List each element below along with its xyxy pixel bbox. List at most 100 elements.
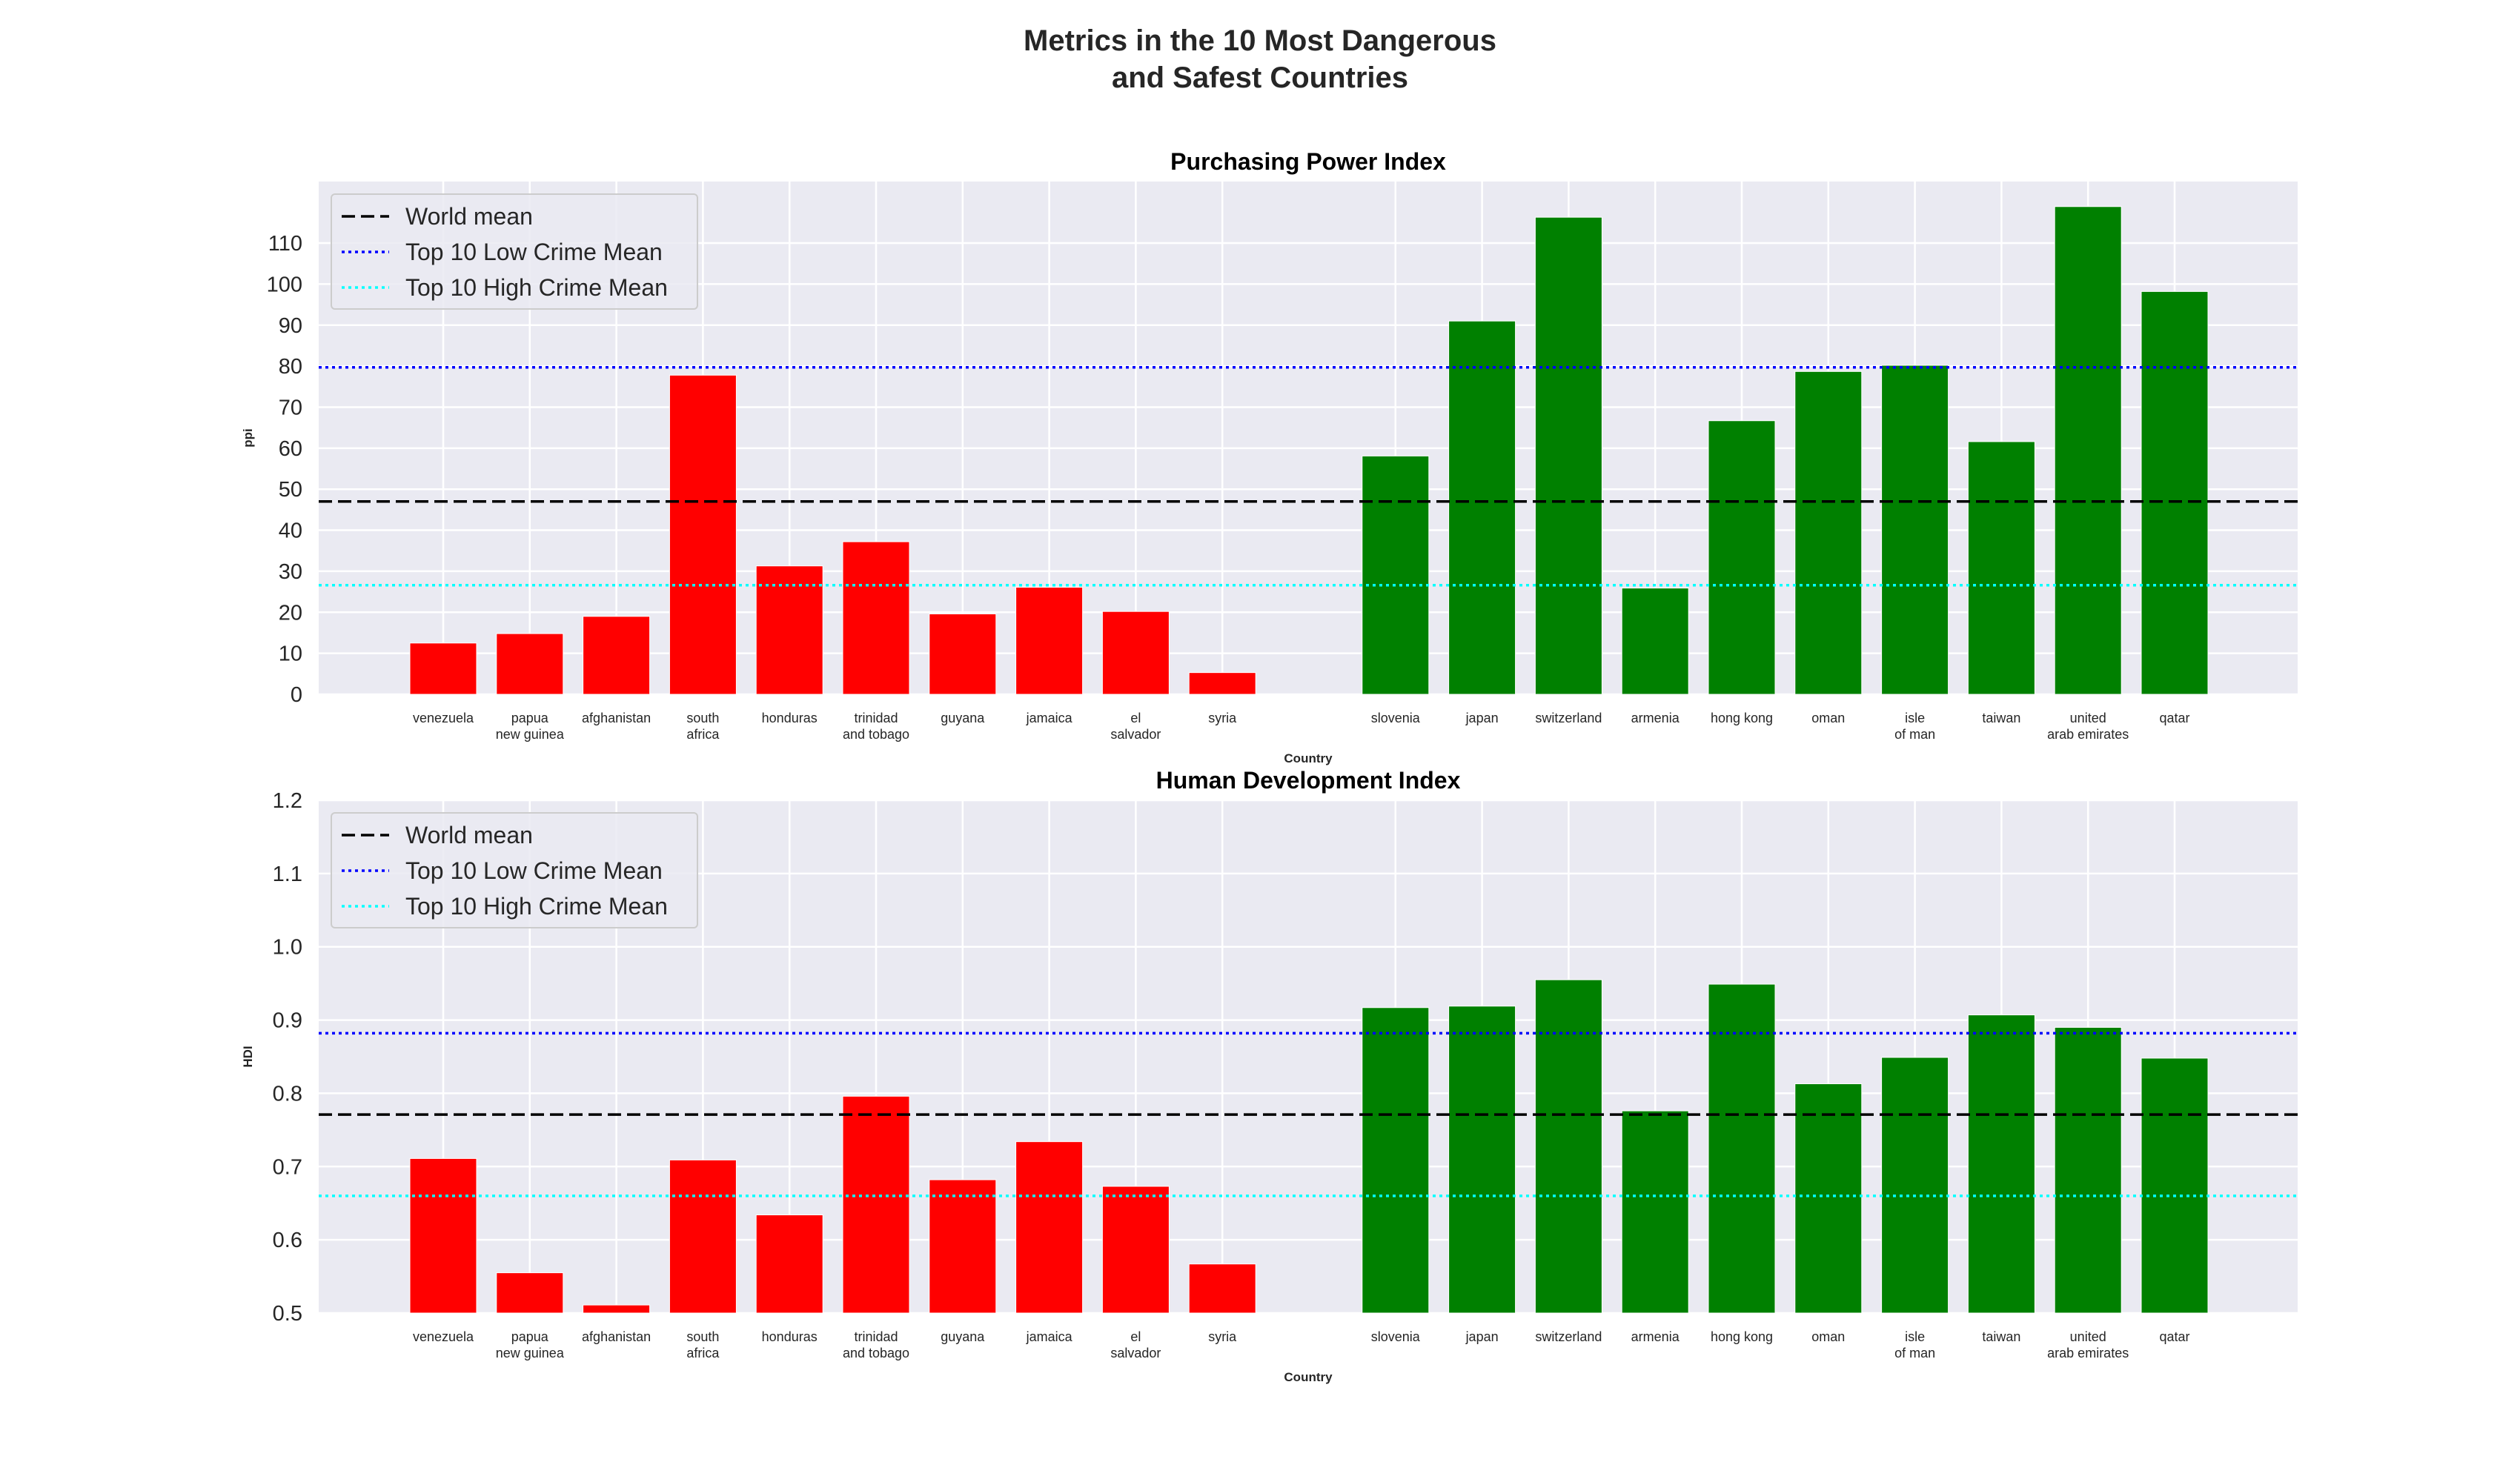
legend-label: World mean [405, 203, 533, 230]
x-tick-label: afghanistan [582, 711, 651, 725]
x-tick-label: jamaica [1026, 1329, 1073, 1344]
x-tick-label: qatar [2159, 711, 2189, 725]
y-tick-label: 30 [279, 560, 302, 584]
figure-title-line-1: Metrics in the 10 Most Dangerous [1024, 24, 1496, 57]
y-tick-label: 40 [279, 519, 302, 543]
bar [1881, 365, 1949, 695]
bar [669, 374, 737, 695]
bar [1794, 370, 1863, 695]
y-tick-label: 110 [268, 232, 302, 256]
bar [1101, 611, 1170, 695]
x-axis-label: Country [1284, 751, 1333, 765]
y-tick-label: 10 [279, 642, 302, 666]
x-tick-label: trinidad and tobago [843, 711, 909, 742]
legend-label: Top 10 High Crime Mean [405, 274, 668, 301]
legend-label: World mean [405, 822, 533, 848]
bar [929, 1179, 997, 1314]
bar [583, 616, 651, 695]
legend: World mean Top 10 Low Crime Mean Top 10 Hi… [331, 193, 698, 310]
x-tick-label: qatar [2159, 1329, 2189, 1344]
x-tick-label: papua new guinea [496, 1329, 565, 1360]
bar [1534, 979, 1602, 1314]
x-tick-label: guyana [941, 711, 985, 725]
y-axis-label: HDI [241, 1046, 255, 1067]
figure-title: Metrics in the 10 Most Dangerous and Saf… [0, 22, 2520, 96]
x-tick-label: afghanistan [582, 1329, 651, 1344]
x-tick-label: el salvador [1110, 1329, 1161, 1360]
legend-box [331, 193, 698, 310]
bar [1101, 1186, 1170, 1314]
x-tick-label: switzerland [1535, 711, 1602, 725]
y-tick-label: 60 [279, 437, 302, 461]
bar [409, 642, 477, 695]
x-tick-label: taiwan [1982, 1329, 2020, 1344]
bar [1708, 420, 1776, 695]
y-tick-label: 90 [279, 314, 302, 338]
y-tick-label: 100 [267, 273, 302, 296]
bar [583, 1304, 651, 1314]
chart-panel-1: 0 10 20 30 40 50 60 70 80 90 100 110 venezuela papua n… [241, 148, 2298, 765]
x-tick-label: guyana [941, 1329, 985, 1344]
y-tick-label: 0.8 [273, 1082, 302, 1106]
bar [1188, 1263, 1256, 1314]
y-tick-label: 0.7 [273, 1155, 302, 1179]
x-tick-label: switzerland [1535, 1329, 1602, 1344]
bar [1794, 1083, 1863, 1314]
x-tick-label: hong kong [1711, 1329, 1773, 1344]
bar [755, 565, 823, 695]
x-tick-label: japan [1465, 711, 1499, 725]
x-tick-label: united arab emirates [2047, 1329, 2129, 1360]
x-tick-label: venezuela [413, 711, 474, 725]
x-axis-label: Country [1284, 1370, 1333, 1384]
y-tick-label: 0.6 [273, 1229, 302, 1252]
x-tick-label: syria [1208, 1329, 1237, 1344]
x-tick-label: south africa [686, 711, 720, 742]
x-tick-label: hong kong [1711, 711, 1773, 725]
x-tick-label: united arab emirates [2047, 711, 2129, 742]
y-tick-label: 70 [279, 396, 302, 419]
chart-title: Human Development Index [1156, 767, 1461, 794]
x-tick-label: oman [1811, 711, 1845, 725]
x-tick-label: jamaica [1026, 711, 1073, 725]
legend-box [331, 812, 698, 928]
bar [2054, 1026, 2122, 1314]
bar [1534, 216, 1602, 695]
bar [1967, 1014, 2035, 1314]
bar [1881, 1057, 1949, 1314]
figure-title-line-2: and Safest Countries [1111, 62, 1409, 94]
bar [1621, 1110, 1689, 1314]
bar [496, 1272, 564, 1314]
bar [842, 1095, 910, 1314]
bar [755, 1214, 823, 1314]
legend: World mean Top 10 Low Crime Mean Top 10 Hi… [331, 812, 698, 928]
x-tick-label: isle of man [1894, 1329, 1935, 1360]
bar [2141, 1057, 2209, 1314]
x-tick-label: oman [1811, 1329, 1845, 1344]
x-tick-label: trinidad and tobago [843, 1329, 909, 1360]
bar [1362, 455, 1430, 695]
chart-title: Purchasing Power Index [1170, 148, 1446, 175]
x-tick-label: papua new guinea [496, 711, 565, 742]
y-axis-label: ppi [241, 428, 255, 448]
bar [1015, 587, 1084, 695]
x-tick-label: armenia [1631, 711, 1680, 725]
x-tick-label: el salvador [1110, 711, 1161, 742]
bar [1448, 320, 1516, 695]
y-tick-label: 1.0 [273, 936, 302, 960]
legend-label: Top 10 High Crime Mean [405, 893, 668, 920]
bar [496, 633, 564, 695]
x-tick-label: honduras [762, 711, 818, 725]
x-tick-label: japan [1465, 1329, 1499, 1344]
x-tick-label: venezuela [413, 1329, 474, 1344]
bar [1188, 672, 1256, 695]
x-tick-label: taiwan [1982, 711, 2020, 725]
y-tick-label: 1.1 [273, 863, 302, 886]
x-tick-label: slovenia [1371, 711, 1421, 725]
bar [2141, 290, 2209, 695]
x-tick-label: isle of man [1894, 711, 1935, 742]
bar [669, 1159, 737, 1314]
y-tick-label: 1.2 [273, 789, 302, 813]
y-tick-label: 0 [291, 683, 302, 707]
x-tick-label: honduras [762, 1329, 818, 1344]
